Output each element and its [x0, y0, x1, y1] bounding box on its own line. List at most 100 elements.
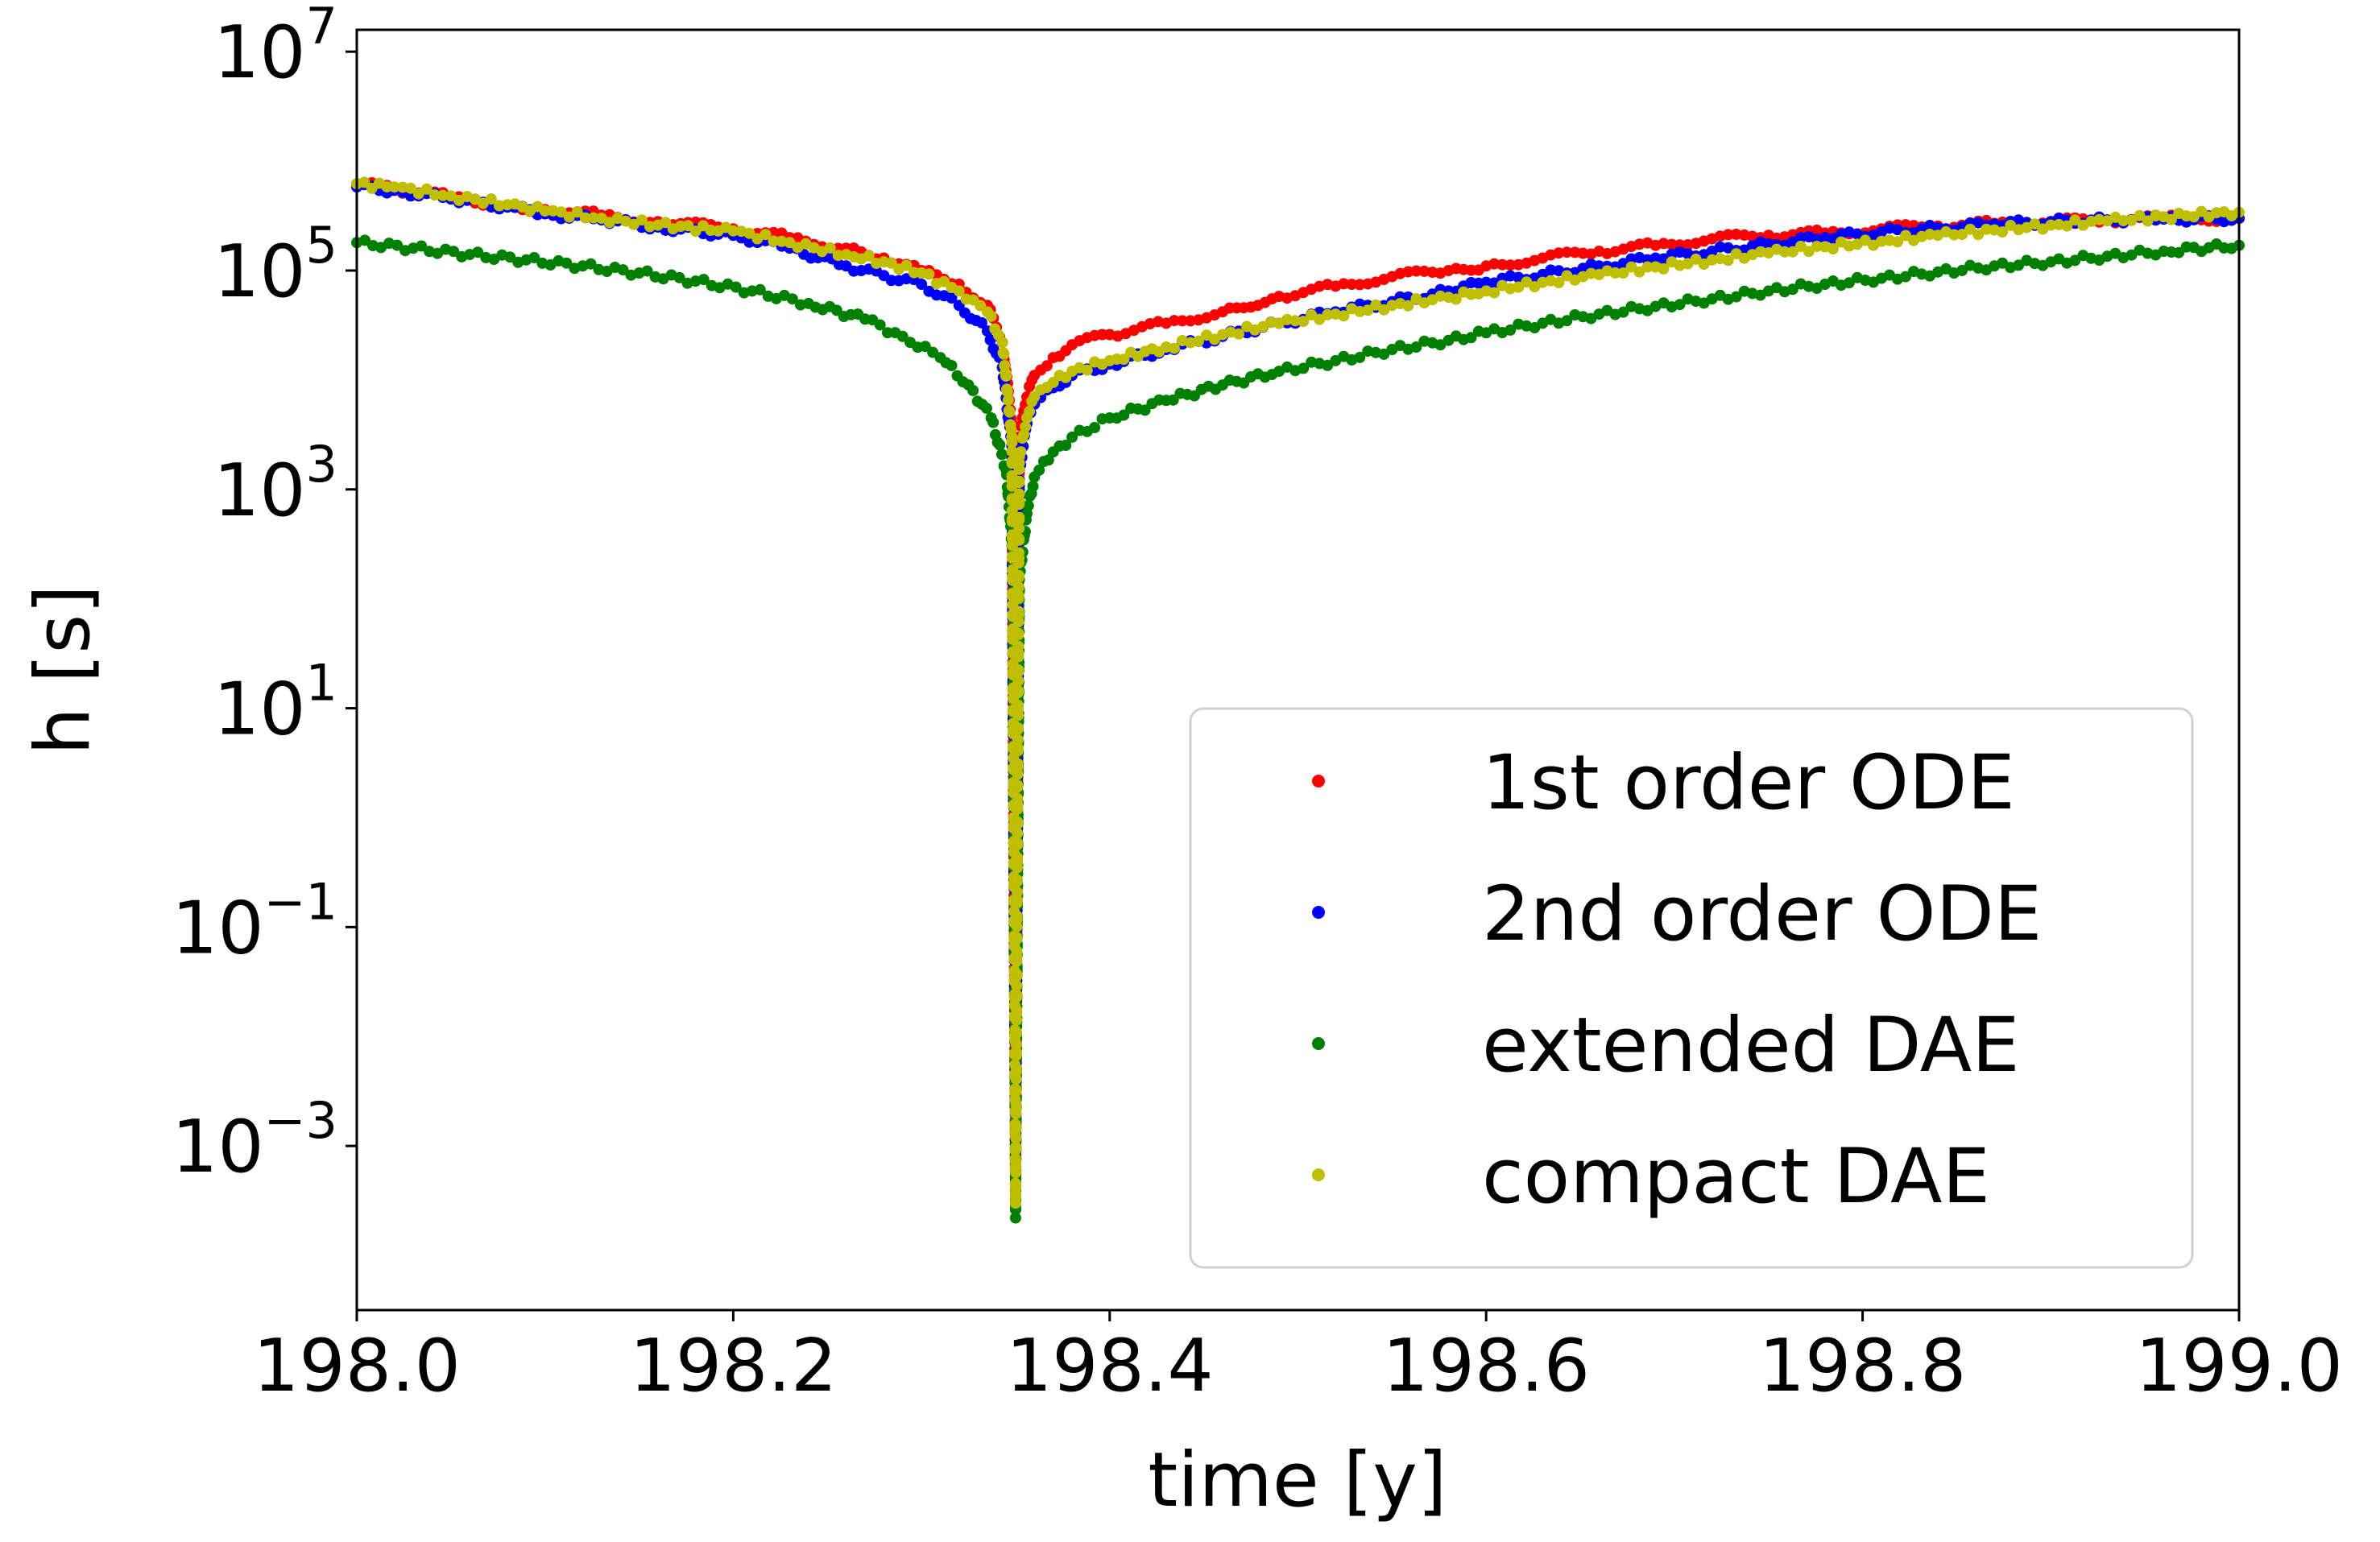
data-point	[985, 310, 997, 322]
data-point	[1633, 266, 1645, 278]
data-point	[404, 182, 416, 194]
data-point	[485, 193, 497, 205]
x-axis-label: time [y]	[1148, 1437, 1447, 1524]
data-point	[2013, 259, 2025, 271]
data-point	[1354, 279, 1366, 291]
data-point	[660, 217, 672, 229]
data-point	[1786, 283, 1798, 296]
data-point	[863, 250, 875, 262]
legend-label: extended DAE	[1482, 1002, 2020, 1089]
data-point	[1794, 240, 1807, 252]
data-point	[953, 285, 965, 297]
data-point	[996, 337, 1008, 349]
data-point	[2045, 219, 2057, 231]
x-tick-label: 198.6	[1382, 1324, 1590, 1408]
data-point	[1505, 259, 1517, 271]
data-point	[391, 239, 404, 251]
data-point	[1168, 315, 1180, 327]
y-tick-base: 10	[213, 10, 306, 95]
data-point	[1553, 277, 1565, 288]
y-tick-exponent: −3	[264, 1091, 337, 1150]
data-point	[1139, 404, 1151, 416]
data-point	[1378, 348, 1390, 360]
data-point	[388, 181, 400, 193]
data-point	[1410, 341, 1422, 353]
y-axis-label: h [s]	[19, 585, 107, 755]
data-point	[1948, 229, 1960, 241]
y-tick-label: 10−3	[172, 1091, 337, 1189]
data-point	[1011, 980, 1023, 992]
y-tick-label: 107	[213, 0, 337, 95]
data-point	[784, 237, 796, 249]
data-point	[1012, 699, 1024, 711]
data-point	[1346, 279, 1358, 291]
data-point	[1233, 328, 1245, 340]
data-point	[1786, 246, 1798, 258]
data-point	[1013, 475, 1025, 487]
data-point	[358, 176, 370, 188]
data-point	[359, 234, 370, 246]
series-compact-dae	[351, 176, 2245, 1209]
data-point	[1193, 335, 1204, 347]
legend-marker	[1312, 1037, 1325, 1050]
data-point	[1012, 874, 1023, 886]
data-point	[1012, 793, 1024, 804]
data-point	[1690, 253, 1702, 265]
data-point	[1010, 1098, 1022, 1110]
data-point	[1496, 258, 1509, 271]
y-tick-exponent: 5	[306, 216, 337, 275]
data-point	[768, 235, 780, 247]
data-point	[1900, 271, 1911, 283]
data-point	[1465, 332, 1477, 344]
data-point	[1972, 229, 1985, 241]
data-point	[1010, 1039, 1022, 1051]
data-point	[1010, 1179, 1022, 1190]
data-point	[1020, 420, 1032, 432]
data-point	[1167, 394, 1179, 406]
data-point	[1011, 887, 1023, 899]
data-point	[1000, 370, 1012, 382]
data-point	[1012, 852, 1024, 863]
data-point	[2117, 215, 2130, 227]
data-point	[938, 275, 950, 287]
data-point	[995, 449, 1008, 461]
data-point	[1012, 827, 1024, 839]
data-point	[874, 319, 886, 331]
y-tick-base: 10	[213, 229, 306, 314]
data-point	[786, 293, 798, 305]
data-point	[587, 212, 599, 224]
data-point	[1002, 394, 1014, 406]
data-point	[1081, 364, 1093, 376]
data-point	[1402, 300, 1414, 312]
data-point	[1964, 223, 1976, 235]
data-point	[1609, 267, 1621, 279]
data-point	[673, 271, 685, 283]
data-point	[1010, 1141, 1022, 1153]
data-point	[1450, 293, 1462, 305]
data-point	[1022, 500, 1034, 511]
data-point	[2134, 209, 2146, 221]
data-point	[1012, 742, 1024, 754]
data-point	[1010, 1073, 1022, 1085]
data-point	[437, 189, 449, 201]
data-point	[561, 257, 573, 269]
y-tick-base: 10	[213, 449, 306, 533]
data-point	[1012, 581, 1024, 593]
data-point	[1762, 238, 1774, 250]
data-point	[1843, 277, 1855, 289]
data-point	[975, 316, 987, 329]
data-point	[539, 205, 551, 217]
x-tick-label: 198.2	[630, 1324, 838, 1408]
data-point	[1012, 675, 1024, 687]
data-point	[1027, 481, 1039, 492]
data-point	[994, 439, 1006, 451]
data-point	[1011, 1004, 1023, 1016]
data-point	[2069, 254, 2081, 267]
data-point	[1176, 315, 1188, 327]
data-point	[448, 246, 460, 258]
data-point	[1012, 590, 1024, 602]
data-point	[1811, 241, 1823, 252]
data-point	[1410, 265, 1422, 277]
